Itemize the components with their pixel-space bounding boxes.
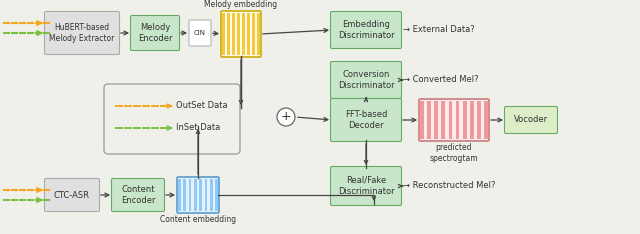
FancyBboxPatch shape — [177, 177, 219, 213]
Text: Content
Encoder: Content Encoder — [121, 185, 156, 205]
Bar — [442, 101, 445, 139]
Bar — [222, 13, 225, 55]
Text: FFT-based
Decoder: FFT-based Decoder — [345, 110, 387, 130]
Text: Melody
Encoder: Melody Encoder — [138, 23, 172, 43]
Text: Melody embedding: Melody embedding — [204, 0, 278, 9]
Bar — [178, 179, 180, 211]
Bar — [183, 179, 186, 211]
Text: → Converted Mel?: → Converted Mel? — [403, 76, 479, 84]
FancyBboxPatch shape — [104, 84, 240, 154]
Circle shape — [277, 108, 295, 126]
FancyBboxPatch shape — [45, 179, 99, 212]
FancyBboxPatch shape — [330, 62, 401, 99]
Bar — [210, 179, 212, 211]
Bar — [232, 13, 235, 55]
FancyBboxPatch shape — [330, 167, 401, 205]
FancyBboxPatch shape — [189, 20, 211, 46]
Text: Conversion
Discriminator: Conversion Discriminator — [338, 70, 394, 90]
FancyBboxPatch shape — [131, 15, 179, 51]
Text: Embedding
Discriminator: Embedding Discriminator — [338, 20, 394, 40]
FancyBboxPatch shape — [504, 106, 557, 134]
Bar — [456, 101, 460, 139]
Bar — [449, 101, 452, 139]
FancyBboxPatch shape — [330, 99, 401, 142]
Bar — [477, 101, 481, 139]
Text: InSet Data: InSet Data — [176, 124, 220, 132]
Bar — [205, 179, 207, 211]
Bar — [470, 101, 474, 139]
Text: Content embedding: Content embedding — [160, 215, 236, 224]
Text: → External Data?: → External Data? — [403, 26, 475, 34]
FancyBboxPatch shape — [330, 11, 401, 48]
Bar — [247, 13, 250, 55]
Bar — [252, 13, 255, 55]
Text: +: + — [281, 110, 291, 124]
Bar — [420, 101, 424, 139]
Text: → Reconstructed Mel?: → Reconstructed Mel? — [403, 182, 495, 190]
Text: CTC-ASR: CTC-ASR — [54, 190, 90, 200]
Text: OutSet Data: OutSet Data — [176, 102, 228, 110]
FancyBboxPatch shape — [419, 99, 489, 141]
Bar — [427, 101, 431, 139]
Bar — [237, 13, 240, 55]
Bar — [194, 179, 196, 211]
Bar — [484, 101, 488, 139]
Bar — [257, 13, 260, 55]
FancyBboxPatch shape — [111, 179, 164, 212]
Bar — [463, 101, 467, 139]
Text: CIN: CIN — [194, 30, 206, 36]
Text: Vocoder: Vocoder — [514, 116, 548, 124]
FancyBboxPatch shape — [45, 11, 120, 55]
Text: predicted
spectrogtam: predicted spectrogtam — [429, 143, 478, 163]
Bar — [243, 13, 244, 55]
Bar — [227, 13, 230, 55]
Bar — [215, 179, 218, 211]
Bar — [189, 179, 191, 211]
Bar — [435, 101, 438, 139]
Bar — [199, 179, 202, 211]
Text: Real/Fake
Discriminator: Real/Fake Discriminator — [338, 176, 394, 196]
Text: HuBERT-based
Melody Extractor: HuBERT-based Melody Extractor — [49, 23, 115, 43]
FancyBboxPatch shape — [221, 11, 261, 57]
